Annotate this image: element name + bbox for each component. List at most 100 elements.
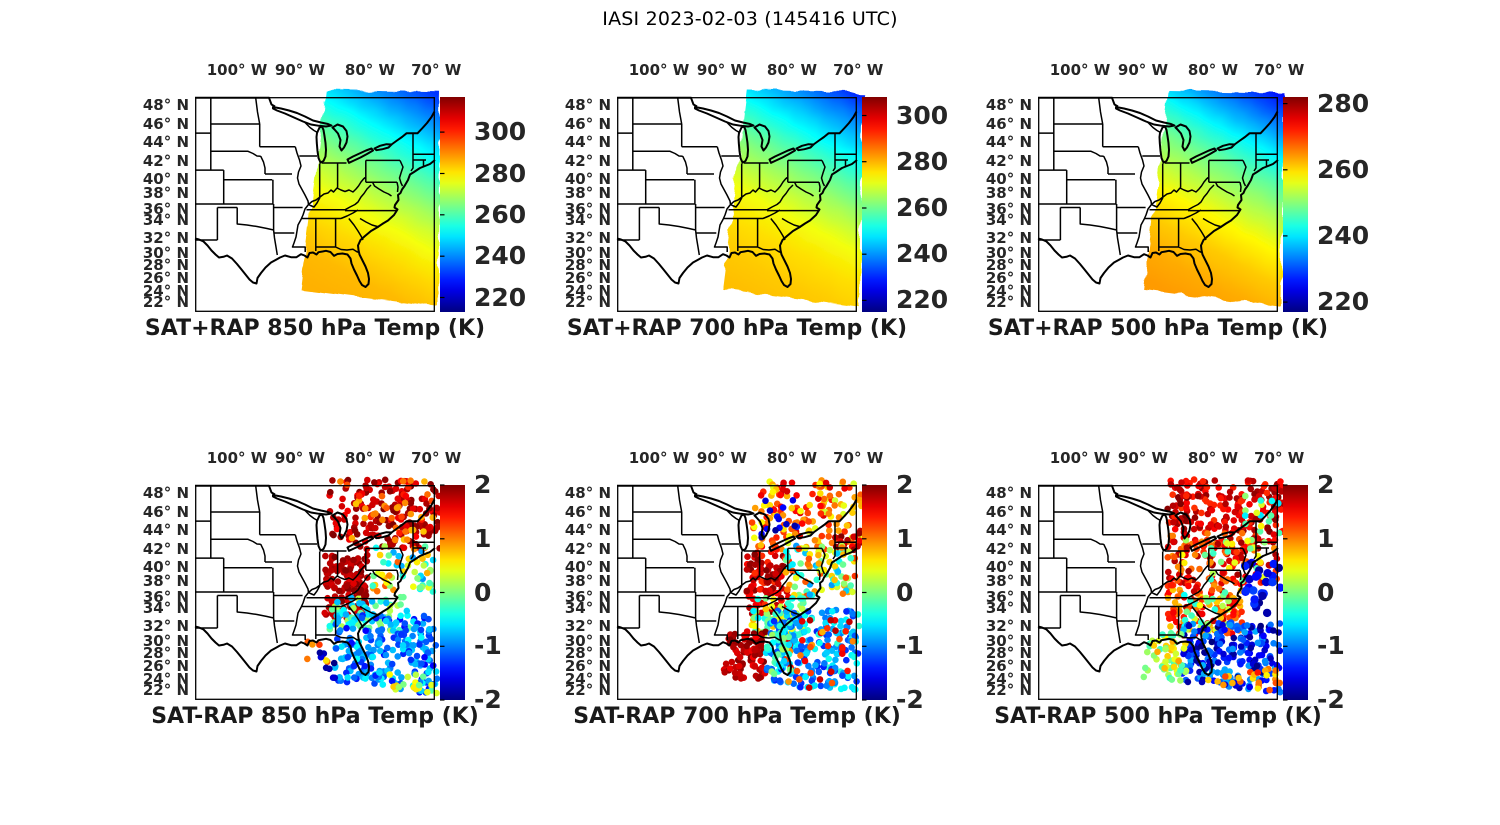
lon-tick-label: 90° W — [274, 449, 326, 467]
lat-tick-label: 34° N — [142, 599, 189, 618]
lat-tick-label: 30° N — [142, 632, 189, 651]
lat-tick-label: 38° N — [564, 572, 611, 591]
lon-tick-label: 80° W — [344, 449, 396, 467]
colorbar-tick-label: -2 — [1317, 685, 1345, 714]
lat-tick-label: 24° N — [564, 282, 611, 301]
lat-tick-label: 22° N — [142, 681, 189, 699]
map-panel — [1037, 476, 1287, 700]
lat-tick-label: 32° N — [985, 616, 1032, 635]
colorbar-tick-label: -1 — [1317, 631, 1345, 661]
lat-tick-label: 34° N — [985, 211, 1032, 230]
lon-tick-label: 80° W — [344, 61, 396, 79]
lon-tick-label: 80° W — [766, 449, 818, 467]
lat-tick-label: 44° N — [985, 520, 1032, 539]
lat-tick-label: 36° N — [142, 200, 189, 219]
lat-tick-label: 42° N — [985, 539, 1032, 558]
lat-tick-label: 26° N — [985, 657, 1032, 676]
great-lakes — [272, 106, 393, 164]
colorbar-tick-label: -2 — [474, 685, 502, 714]
lon-tick-label: 90° W — [1117, 449, 1169, 467]
map-frame — [617, 485, 857, 700]
map-frame — [617, 97, 857, 312]
lat-tick-label: 42° N — [564, 151, 611, 170]
lat-tick-label: 38° N — [142, 184, 189, 203]
lat-tick-label: 40° N — [142, 558, 189, 577]
lat-tick-label: 26° N — [142, 657, 189, 676]
lat-tick-label: 24° N — [564, 670, 611, 689]
lon-tick-label: 70° W — [411, 449, 462, 467]
panel-title: SAT-RAP 700 hPa Temp (K) — [573, 704, 901, 729]
colorbar — [440, 97, 465, 312]
lat-tick-label: 42° N — [985, 151, 1032, 170]
panel-title: SAT+RAP 850 hPa Temp (K) — [144, 316, 486, 341]
panel-title: SAT+RAP 500 hPa Temp (K) — [987, 316, 1329, 341]
colorbar-tick-label: 0 — [896, 577, 914, 607]
great-lakes — [1115, 106, 1236, 164]
lat-tick-label: 32° N — [142, 616, 189, 635]
lon-tick-label: 100° W — [628, 61, 690, 79]
lon-tick-label: 100° W — [206, 61, 268, 79]
lat-tick-label: 22° N — [564, 681, 611, 699]
lat-tick-label: 32° N — [564, 228, 611, 247]
colorbar-tick-label: 240 — [474, 241, 527, 271]
state-borders — [617, 97, 856, 256]
panel-title: SAT-RAP 850 hPa Temp (K) — [151, 704, 479, 729]
temperature-swath — [300, 90, 441, 307]
lon-tick-label: 100° W — [206, 449, 268, 467]
lat-tick-label: 44° N — [985, 132, 1032, 151]
difference-scatter-points — [720, 477, 865, 693]
lat-tick-label: 32° N — [985, 228, 1032, 247]
lat-tick-label: 24° N — [142, 282, 189, 301]
lat-tick-label: 46° N — [564, 115, 611, 133]
colorbar-tick-label: 2 — [1317, 470, 1335, 499]
lat-tick-label: 26° N — [985, 269, 1032, 288]
lon-tick-label: 100° W — [628, 449, 690, 467]
figure-title: IASI 2023-02-03 (145416 UTC) — [602, 8, 898, 30]
colorbar-tick-label: 280 — [474, 158, 527, 188]
coastline — [1037, 547, 1279, 676]
lat-tick-label: 34° N — [142, 211, 189, 230]
lat-tick-label: 46° N — [142, 503, 189, 521]
great-lakes — [1115, 494, 1236, 552]
lat-tick-label: 42° N — [142, 539, 189, 558]
colorbar-tick-label: 260 — [1317, 154, 1370, 184]
lat-tick-label: 32° N — [142, 228, 189, 247]
lat-tick-label: 48° N — [564, 95, 611, 114]
state-borders — [1038, 485, 1277, 644]
coastline — [1037, 159, 1279, 288]
panel-title: SAT+RAP 700 hPa Temp (K) — [566, 316, 908, 341]
colorbar-tick-label: 220 — [474, 282, 527, 312]
colorbar — [862, 97, 887, 312]
colorbar — [440, 484, 465, 701]
colorbar-tick-label: 2 — [474, 470, 492, 499]
colorbar-tick-label: -1 — [474, 631, 502, 661]
lon-tick-label: 70° W — [1254, 61, 1305, 79]
lat-tick-label: 36° N — [985, 200, 1032, 219]
colorbar-tick-label: 1 — [1317, 523, 1335, 553]
lat-tick-label: 40° N — [564, 558, 611, 577]
lat-tick-label: 26° N — [564, 657, 611, 676]
lat-tick-label: 26° N — [564, 269, 611, 288]
lon-tick-label: 80° W — [1187, 61, 1239, 79]
great-lakes — [694, 106, 815, 164]
colorbar-tick-label: 280 — [896, 146, 949, 176]
map-frame — [1038, 485, 1278, 700]
lat-tick-label: 46° N — [142, 115, 189, 133]
lon-tick-label: 70° W — [833, 61, 884, 79]
colorbar-tick-label: 240 — [896, 239, 949, 269]
lon-tick-label: 90° W — [696, 449, 748, 467]
lon-tick-label: 70° W — [1254, 449, 1305, 467]
lat-tick-label: 24° N — [985, 670, 1032, 689]
lat-tick-label: 48° N — [142, 483, 189, 502]
colorbar-tick-label: -2 — [896, 685, 924, 714]
colorbar — [862, 484, 887, 701]
colorbar-tick-label: 260 — [474, 199, 527, 229]
lat-tick-label: 42° N — [142, 151, 189, 170]
lat-tick-label: 30° N — [142, 244, 189, 263]
lat-tick-label: 36° N — [564, 200, 611, 219]
lat-tick-label: 40° N — [564, 170, 611, 189]
temperature-swath — [1143, 90, 1284, 307]
lat-tick-label: 26° N — [142, 269, 189, 288]
lat-tick-label: 28° N — [142, 644, 189, 663]
lat-tick-label: 40° N — [985, 170, 1032, 189]
